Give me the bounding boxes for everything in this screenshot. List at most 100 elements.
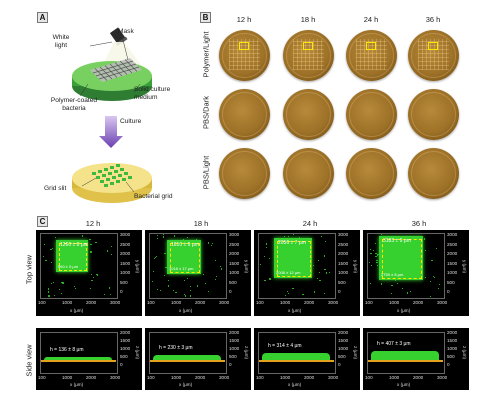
view-frame xyxy=(367,332,445,374)
z-tick-label: 0 xyxy=(120,362,123,367)
bacteria-speck xyxy=(156,238,159,240)
x-tick-label: 2000 xyxy=(195,300,206,305)
y-tick-label: 1500 xyxy=(229,260,240,266)
bacteria-speck xyxy=(50,261,52,263)
bacteria-speck xyxy=(90,243,92,245)
view-frame xyxy=(258,332,336,374)
x-axis-label: x (μm) xyxy=(397,382,411,387)
bacteria-speck xyxy=(319,280,321,282)
bacteria-colony xyxy=(274,238,312,278)
bacteria-speck xyxy=(186,237,188,239)
bacteria-speck xyxy=(264,279,266,282)
culture-arrow-icon xyxy=(99,116,123,148)
bacteria-speck xyxy=(434,276,436,279)
panel-b-time-12h: 12 h xyxy=(236,15,252,24)
y-tick-label: 0 xyxy=(229,289,232,294)
bacteria-speck xyxy=(214,278,216,280)
x-tick-label: 3000 xyxy=(219,300,230,305)
bacteria-speck xyxy=(266,247,268,249)
bacteria-speck xyxy=(195,239,198,241)
bacteria-speck xyxy=(90,251,92,253)
bacteria-speck xyxy=(390,292,392,295)
bacteria-speck xyxy=(190,295,192,297)
mask-grid xyxy=(90,58,142,82)
y-tick-label: 500 xyxy=(447,279,455,285)
bacteria-speck xyxy=(323,292,326,294)
bacteria-speck xyxy=(196,285,198,287)
bacteria-speck xyxy=(425,276,427,279)
view-frame xyxy=(149,233,227,299)
dish-pbs-dark-24h xyxy=(346,89,397,140)
bacteria-colony xyxy=(167,240,201,274)
bacteria-speck xyxy=(74,288,77,290)
x-tick-label: 100 xyxy=(256,375,264,380)
bacteria-speck xyxy=(153,258,155,260)
x-axis-label: x (μm) xyxy=(179,382,193,387)
bacteria-speck xyxy=(394,279,396,282)
panel-a-letter: A xyxy=(37,12,48,23)
bacteria-speck xyxy=(376,264,378,266)
bacteria-speck xyxy=(53,281,55,284)
bacteria-speck xyxy=(321,235,323,237)
view-frame xyxy=(40,332,118,374)
z-axis-label: z (μm) xyxy=(353,345,359,360)
y-tick-label: 1000 xyxy=(229,270,240,275)
x-tick-label: 2000 xyxy=(86,300,97,305)
x-tick-label: 2000 xyxy=(413,375,424,380)
bacteria-speck xyxy=(95,273,97,275)
bacteria-speck xyxy=(207,290,209,292)
bacteria-speck xyxy=(156,235,159,237)
bacteria-speck xyxy=(375,252,377,255)
bacteria-speck xyxy=(317,259,319,261)
bacteria-speck xyxy=(425,249,427,252)
bacteria-speck xyxy=(377,254,379,256)
bacteria-layer xyxy=(153,355,221,360)
bacteria-speck xyxy=(182,238,184,240)
panel-b-row-pbs-dark: PBS/Dark xyxy=(201,96,211,129)
y-tick-label: 1500 xyxy=(338,260,349,266)
bacteria-speck xyxy=(312,264,314,266)
confocal-side-view: h = 230 ± 3 μm 2000 1500 1000 500 0 z (μm) 100 1… xyxy=(145,328,251,390)
z-tick-label: 2000 xyxy=(229,330,240,335)
bacteria-speck xyxy=(47,288,49,290)
bacteria-speck xyxy=(324,269,326,271)
bacteria-speck xyxy=(81,235,84,237)
bacteria-speck xyxy=(423,238,425,240)
panel-c-time-36h: 36 h xyxy=(411,219,427,228)
roi-box xyxy=(428,42,438,50)
y-tick-label: 2500 xyxy=(229,241,240,247)
x-tick-label: 3000 xyxy=(219,375,230,380)
bacteria-speck xyxy=(61,293,63,295)
bacteria-colony xyxy=(379,236,423,280)
panel-b-time-36h: 36 h xyxy=(425,15,441,24)
z-tick-label: 2000 xyxy=(120,330,131,335)
bacteria-speck xyxy=(89,287,91,290)
height-measure: h = 230 ± 3 μm xyxy=(159,345,193,351)
y-tick-label: 500 xyxy=(229,279,237,285)
confocal-side-view: h = 314 ± 4 μm 2000 1500 1000 500 0 z (μm) 100 1… xyxy=(254,328,360,390)
bacteria-speck xyxy=(48,295,50,297)
bacteria-speck xyxy=(163,236,165,238)
confocal-top-view: 3183 ± 9 μm 2759 ± 8 μm 3000 2500 2000 1500 10… xyxy=(363,230,469,316)
z-axis-label: z (μm) xyxy=(244,345,250,360)
bacteria-speck xyxy=(173,235,175,237)
y-tick-label: 2500 xyxy=(120,241,131,247)
bacteria-speck xyxy=(73,285,75,288)
bacteria-speck xyxy=(266,242,268,244)
z-tick-label: 1500 xyxy=(447,338,458,343)
z-tick-label: 0 xyxy=(338,362,341,367)
bacteria-speck xyxy=(221,268,223,270)
panel-c-letter: C xyxy=(37,216,48,227)
bacteria-speck xyxy=(110,245,112,247)
bacteria-speck xyxy=(61,281,63,283)
bacteria-speck xyxy=(266,244,268,246)
label-mask: Mask xyxy=(118,28,134,35)
bacteria-speck xyxy=(96,274,98,276)
bacteria-speck xyxy=(89,238,91,240)
confocal-side-view: h = 136 ± 8 μm 2000 1500 1000 500 0 z (μm) 100 1… xyxy=(36,328,142,390)
x-tick-label: 3000 xyxy=(437,375,448,380)
z-tick-label: 500 xyxy=(229,354,237,359)
bacteria-speck xyxy=(110,254,112,256)
y-tick-label: 3000 xyxy=(229,232,240,237)
x-tick-label: 3000 xyxy=(437,300,448,305)
